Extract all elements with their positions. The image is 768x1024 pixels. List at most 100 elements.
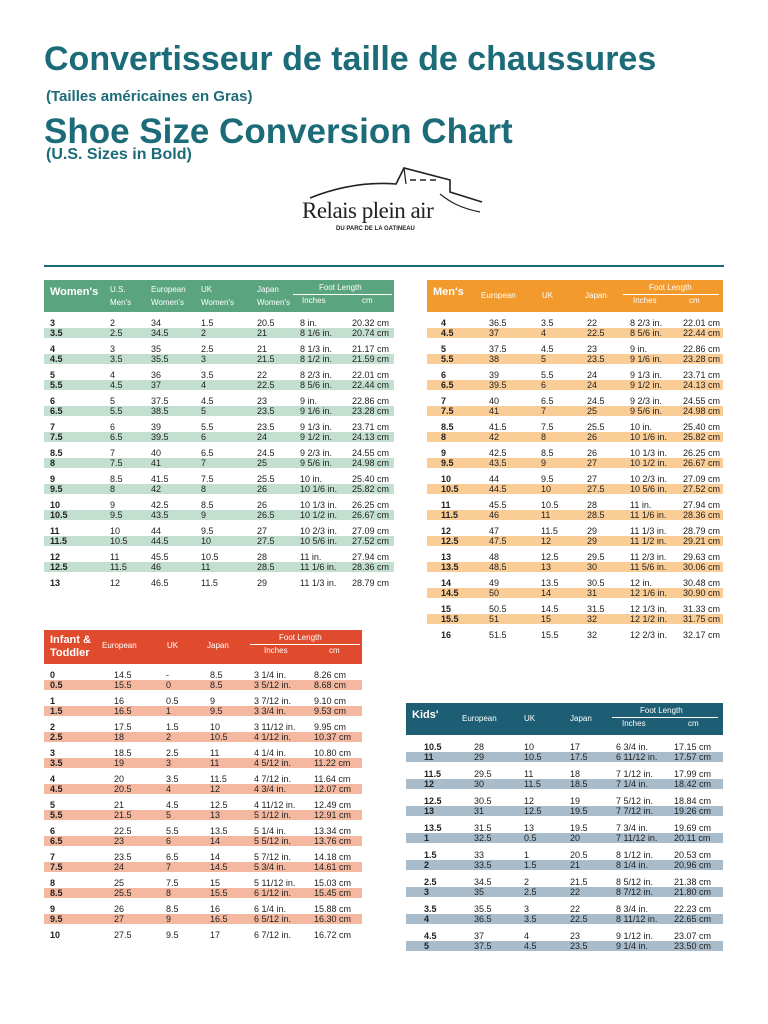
size-cell: 4	[541, 328, 547, 338]
size-cell: 11 1/3 in.	[300, 578, 337, 588]
size-cell: 9.5	[210, 706, 223, 716]
table-row: 10 9 42.5 8.5 26 10 1/3 in. 26.25 cm	[44, 500, 394, 510]
table-row: 2 33.5 1.5 21 8 1/4 in. 20.96 cm	[406, 860, 723, 870]
table-row: 4.5 37 4 23 9 1/12 in. 23.07 cm	[406, 931, 723, 941]
table-title: Men's	[433, 286, 464, 298]
size-cell: 17	[570, 742, 581, 752]
size-cell: 20.11 cm	[674, 833, 711, 843]
size-cell: 5 7/12 in.	[254, 852, 292, 862]
us-size-cell: 6	[50, 396, 56, 406]
size-group: 8.5 41.5 7.5 25.5 10 in. 25.40 cm 8 42 8 26 10 1/6…	[427, 422, 723, 442]
size-cell: 39	[489, 370, 500, 380]
table-row: 5 37.5 4.5 23 9 in. 22.86 cm	[427, 344, 723, 354]
table-row: 8 7.5 41 7 25 9 5/6 in. 24.98 cm	[44, 458, 394, 468]
size-cell: 6.5	[166, 852, 179, 862]
table-row: 0.5 15.5 0 8.5 3 5/12 in. 8.68 cm	[44, 680, 362, 690]
size-cell: 23.5	[114, 852, 132, 862]
column-header: European	[102, 641, 137, 650]
size-cell: 2	[201, 328, 207, 338]
size-cell: 9 1/2 in.	[300, 432, 333, 442]
size-cell: 25.82 cm	[352, 484, 390, 494]
us-size-cell: 12	[50, 552, 61, 562]
size-cell: 14	[210, 836, 221, 846]
column-header: Japan Women's	[257, 285, 290, 307]
table-row: 6.5 5.5 38.5 5 23.5 9 1/6 in. 23.28 cm	[44, 406, 394, 416]
table-row: 1 16 0.5 9 3 7/12 in. 9.10 cm	[44, 696, 362, 706]
size-cell: 8 3/4 in.	[616, 904, 649, 914]
size-cell: 10 2/3 in.	[300, 526, 338, 536]
size-cell: 6.5	[541, 396, 554, 406]
size-cell: 8 5/6 in.	[300, 380, 333, 390]
size-cell: 2	[110, 318, 116, 328]
us-size-cell: 14	[441, 578, 452, 588]
size-cell: 37	[151, 380, 162, 390]
size-group: 5 4 36 3.5 22 8 2/3 in. 22.01 cm 5.5 4.5 37 4 22.5 8…	[44, 370, 394, 390]
size-cell: 14.5	[541, 604, 559, 614]
size-cell: 9	[201, 510, 207, 520]
us-size-cell: 3	[50, 318, 56, 328]
table-row: 4.5 20.5 4 12 4 3/4 in. 12.07 cm	[44, 784, 362, 794]
size-cell: 12	[524, 796, 535, 806]
size-cell: 6.5	[201, 448, 214, 458]
size-cell: 48.5	[489, 562, 507, 572]
table-row: 9 26 8.5 16 6 1/4 in. 15.88 cm	[44, 904, 362, 914]
us-size-cell: 15.5	[441, 614, 459, 624]
us-size-cell: 4	[50, 774, 56, 784]
size-cell: 27	[587, 458, 598, 468]
size-cell: 12 1/3 in.	[630, 604, 668, 614]
kids-size-table: Kids' European UK Japan Foot Length Inches cm 1…	[406, 703, 723, 951]
us-size-cell: 3	[424, 887, 430, 897]
table-title: Kids'	[412, 709, 439, 721]
size-cell: 35	[151, 344, 162, 354]
size-cell: 8 1/12 in.	[616, 850, 654, 860]
size-cell: 31.33 cm	[683, 604, 721, 614]
size-cell: 4.5	[524, 941, 537, 951]
column-header: European Women's	[151, 285, 186, 307]
table-row: 11 29 10.5 17.5 6 11/12 in. 17.57 cm	[406, 752, 723, 762]
size-group: 12 47 11.5 29 11 1/3 in. 28.79 cm 12.5 47.5 12 29…	[427, 526, 723, 546]
size-cell: 17.5	[570, 752, 588, 762]
size-cell: 18	[114, 732, 125, 742]
size-cell: 10.5	[110, 536, 128, 546]
size-cell: 29	[257, 578, 268, 588]
size-cell: 5 5/12 in.	[254, 836, 292, 846]
table-row: 14.5 50 14 31 12 1/6 in. 30.90 cm	[427, 588, 723, 598]
size-cell: 12 in.	[630, 578, 653, 588]
size-cell: 42.5	[489, 448, 507, 458]
size-cell: 36	[151, 370, 162, 380]
size-cell: 30	[474, 779, 485, 789]
size-cell: 6 7/12 in.	[254, 930, 292, 940]
size-cell: 20	[570, 833, 581, 843]
size-group: 3 2 34 1.5 20.5 8 in. 20.32 cm 3.5 2.5 34.5 2 21 8 1…	[44, 318, 394, 338]
size-group: 10 27.5 9.5 17 6 7/12 in. 16.72 cm	[44, 930, 362, 940]
size-group: 9 42.5 8.5 26 10 1/3 in. 26.25 cm 9.5 43.5 9 27 10…	[427, 448, 723, 468]
size-cell: 23.5	[257, 422, 275, 432]
size-cell: 11	[210, 758, 220, 768]
us-size-cell: 2.5	[50, 732, 63, 742]
size-cell: 4.5	[541, 344, 554, 354]
size-cell: 10.5	[210, 732, 228, 742]
size-cell: 8 7/12 in.	[616, 887, 654, 897]
table-row: 3 35 2.5 22 8 7/12 in. 21.80 cm	[406, 887, 723, 897]
size-cell: 24.55 cm	[352, 448, 390, 458]
table-row: 14 49 13.5 30.5 12 in. 30.48 cm	[427, 578, 723, 588]
size-cell: 11	[210, 748, 220, 758]
table-row: 8.5 25.5 8 15.5 6 1/12 in. 15.45 cm	[44, 888, 362, 898]
english-subtitle: (U.S. Sizes in Bold)	[46, 146, 192, 163]
size-cell: 9	[210, 696, 216, 706]
us-size-cell: 4	[424, 914, 430, 924]
size-cell: 8	[541, 432, 547, 442]
size-cell: 20	[114, 774, 125, 784]
us-size-cell: 11.5	[424, 769, 442, 779]
size-cell: 25.5	[587, 422, 605, 432]
table-row: 4 20 3.5 11.5 4 7/12 in. 11.64 cm	[44, 774, 362, 784]
size-cell: 26.67 cm	[352, 510, 390, 520]
size-cell: 7 11/12 in.	[616, 833, 658, 843]
size-cell: 8 in.	[300, 318, 318, 328]
us-size-cell: 4.5	[50, 354, 63, 364]
size-cell: 9.5	[166, 930, 179, 940]
size-cell: 9 1/4 in.	[616, 941, 649, 951]
table-row: 2 17.5 1.5 10 3 11/12 in. 9.95 cm	[44, 722, 362, 732]
size-cell: 1.5	[166, 722, 179, 732]
size-cell: 21	[257, 328, 268, 338]
